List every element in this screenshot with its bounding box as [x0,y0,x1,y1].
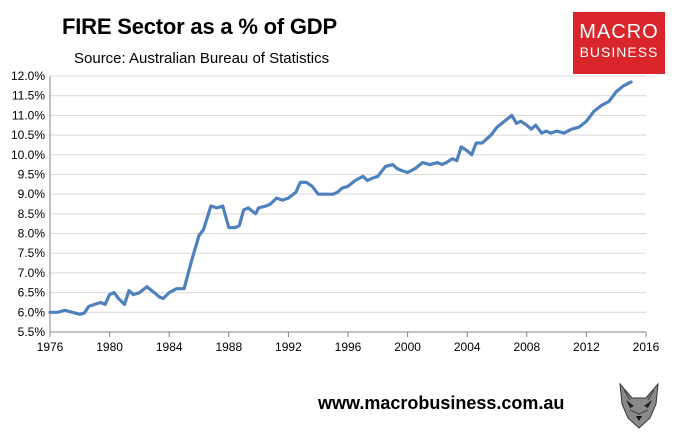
x-tick-label: 2012 [573,340,600,354]
logo-line-2: BUSINESS [579,44,659,60]
y-tick-label: 9.5% [18,167,46,181]
x-tick-label: 1976 [37,340,64,354]
x-tick-label: 2008 [513,340,540,354]
y-tick-label: 10.0% [11,148,45,162]
y-tick-label: 8.0% [18,227,46,241]
y-tick-label: 9.0% [18,187,46,201]
chart-title: FIRE Sector as a % of GDP [62,14,337,39]
macrobusiness-logo[interactable]: MACRO BUSINESS [573,12,665,74]
y-tick-label: 6.5% [18,286,46,300]
x-tick-label: 1984 [156,340,183,354]
y-tick-label: 5.5% [18,325,46,339]
x-tick-label: 1992 [275,340,302,354]
website-url[interactable]: www.macrobusiness.com.au [318,393,565,413]
y-tick-label: 6.0% [18,305,46,319]
y-tick-label: 11.5% [12,89,45,103]
series-line [48,80,633,316]
y-tick-label: 8.5% [18,207,46,221]
y-tick-label: 11.0% [12,108,45,122]
x-tick-label: 1996 [335,340,362,354]
x-tick-label: 2004 [454,340,481,354]
x-tick-label: 1988 [215,340,242,354]
x-tick-label: 2016 [633,340,660,354]
wolf-icon [612,378,666,432]
x-tick-label: 2000 [394,340,421,354]
x-tick-label: 1980 [96,340,123,354]
y-tick-label: 12.0% [11,69,45,83]
y-tick-label: 7.0% [18,266,46,280]
y-tick-label: 7.5% [18,246,46,260]
chart-subtitle: Source: Australian Bureau of Statistics [74,50,330,67]
axes [49,76,647,337]
y-tick-label: 10.5% [11,128,45,142]
series-layer [48,80,633,316]
tick-labels: 12.0% 11.5% 11.0% 10.5% 10.0% 9.5% 9.0% 8.5% 8.0… [11,69,660,354]
logo-line-1: MACRO [579,21,659,43]
